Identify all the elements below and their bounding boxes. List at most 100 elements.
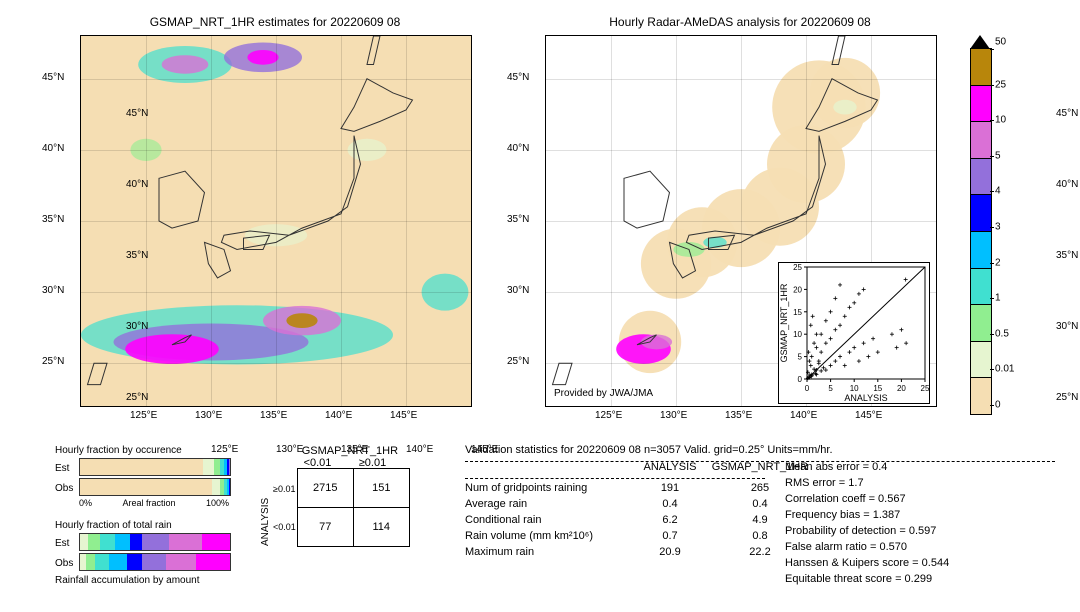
cont-cell: 151 <box>353 468 410 508</box>
xtick-label: 140°E <box>790 410 817 421</box>
validation-title-text: Validation statistics for 20220609 08 n=… <box>465 443 1065 459</box>
colorbar-label: 1 <box>995 293 1001 304</box>
bar-row <box>79 458 231 476</box>
val-stat-value: 0.597 <box>906 525 937 537</box>
bar-seg <box>88 534 100 550</box>
colorbar-label: 2 <box>995 257 1001 268</box>
contingency-table: GSMAP_NRT_1HR<0.01≥0.01 ANALYSIS ≥0.01 <… <box>260 445 410 547</box>
val-cell: 191 <box>635 481 705 497</box>
colorbar-seg <box>970 377 992 415</box>
bar-seg <box>86 554 95 570</box>
xtick-label: 140°E <box>406 444 433 455</box>
bar-seg <box>196 554 231 570</box>
val-cell: 0.7 <box>635 529 705 545</box>
bar-axis-center: Areal fraction <box>92 498 206 508</box>
val-stat-row: Equitable threat score = 0.299 <box>785 572 949 588</box>
svg-text:5: 5 <box>828 384 833 393</box>
colorbar-seg <box>970 85 992 123</box>
ytick-label: 40°N <box>1056 179 1078 190</box>
colorbar: 502510543210.50.010 <box>970 35 990 405</box>
val-stat-row: Frequency bias = 1.387 <box>785 508 949 524</box>
cont-row-title: ANALYSIS <box>260 470 271 546</box>
bar-row <box>79 533 231 551</box>
bar-seg <box>203 459 214 475</box>
bar-seg <box>127 554 142 570</box>
map-right-title: Hourly Radar-AMeDAS analysis for 2022060… <box>545 15 935 29</box>
ytick-label: 25°N <box>507 356 529 367</box>
val-stat-value: 0.570 <box>876 541 907 553</box>
val-stat-label: Frequency bias = <box>785 509 870 521</box>
ytick-label: 45°N <box>1056 108 1078 119</box>
bar-row <box>79 553 231 571</box>
val-row-label: Average rain <box>465 497 635 513</box>
colorbar-tri-top <box>970 35 990 49</box>
colorbar-label: 50 <box>995 37 1006 48</box>
svg-text:5: 5 <box>798 353 803 362</box>
ytick-label: 35°N <box>1056 250 1078 261</box>
cont-col-title: GSMAP_NRT_1HR <box>290 445 410 457</box>
cont-cell: 77 <box>297 507 354 547</box>
val-row-label: Conditional rain <box>465 513 635 529</box>
ytick-label: 40°N <box>507 143 529 154</box>
val-stat-row: Hanssen & Kuipers score = 0.544 <box>785 556 949 572</box>
colorbar-label: 5 <box>995 150 1001 161</box>
svg-text:0: 0 <box>805 384 810 393</box>
bar-seg <box>142 534 169 550</box>
val-stat-value: 0.567 <box>875 493 906 505</box>
val-stat-value: 0.544 <box>919 557 950 569</box>
val-stat-value: 1.7 <box>845 477 863 489</box>
ytick-label: 25°N <box>1056 392 1078 403</box>
ytick-label: 30°N <box>1056 321 1078 332</box>
bar-footer: Rainfall accumulation by amount <box>55 575 235 586</box>
xtick-label: 145°E <box>390 410 417 421</box>
colorbar-label: 0 <box>995 400 1001 411</box>
val-stat-row: Mean abs error = 0.4 <box>785 460 949 476</box>
scatter-inset: 00551010151520202525ANALYSISGSMAP_NRT_1H… <box>778 262 930 404</box>
val-stat-row: RMS error = 1.7 <box>785 476 949 492</box>
val-row-label: Rain volume (mm km²10⁶) <box>465 529 635 545</box>
bar-row-label: Obs <box>55 483 79 494</box>
bar-seg <box>212 479 220 495</box>
xtick-label: 125°E <box>130 410 157 421</box>
bar-row <box>79 478 231 496</box>
bar-row-label: Obs <box>55 558 79 569</box>
bar-axis-right: 100% <box>206 498 229 508</box>
xtick-label: 145°E <box>855 410 882 421</box>
bar-seg <box>130 534 142 550</box>
bar-seg <box>80 459 203 475</box>
colorbar-seg <box>970 158 992 196</box>
bar-row-label: Est <box>55 538 79 549</box>
bar-seg <box>229 459 231 475</box>
colorbar-label: 4 <box>995 186 1001 197</box>
bar-seg <box>80 479 212 495</box>
val-stat-label: Equitable threat score = <box>785 573 902 585</box>
val-stat-row: Correlation coeff = 0.567 <box>785 492 949 508</box>
val-col-header: ANALYSIS <box>635 460 705 476</box>
validation-left-table: ANALYSIS GSMAP_NRT_1HR Num of gridpoints… <box>465 460 815 561</box>
map-left-panel: 125°E130°E135°E140°E145°E25°N30°N35°N40°… <box>80 35 472 407</box>
svg-text:ANALYSIS: ANALYSIS <box>844 393 887 403</box>
colorbar-label: 3 <box>995 222 1001 233</box>
ytick-label: 30°N <box>126 321 148 332</box>
colorbar-seg <box>970 304 992 342</box>
ytick-label: 35°N <box>507 214 529 225</box>
bar-seg <box>100 534 115 550</box>
colorbar-seg <box>970 121 992 159</box>
svg-text:GSMAP_NRT_1HR: GSMAP_NRT_1HR <box>779 283 789 362</box>
svg-text:20: 20 <box>897 384 906 393</box>
cont-cell: 114 <box>353 507 410 547</box>
bar-title: Hourly fraction of total rain <box>55 520 235 531</box>
val-stat-value: 0.299 <box>902 573 933 585</box>
val-stat-label: False alarm ratio = <box>785 541 876 553</box>
ytick-label: 25°N <box>126 392 148 403</box>
val-cell: 0.4 <box>635 497 705 513</box>
totalrain-bars: Hourly fraction of total rain Est Obs Ra… <box>55 520 235 586</box>
svg-text:20: 20 <box>793 285 802 294</box>
xtick-label: 135°E <box>260 410 287 421</box>
colorbar-seg <box>970 48 992 86</box>
ytick-label: 45°N <box>126 108 148 119</box>
colorbar-label: 0.5 <box>995 328 1009 339</box>
xtick-label: 135°E <box>725 410 752 421</box>
val-stat-label: Probability of detection = <box>785 525 906 537</box>
ytick-label: 45°N <box>507 72 529 83</box>
